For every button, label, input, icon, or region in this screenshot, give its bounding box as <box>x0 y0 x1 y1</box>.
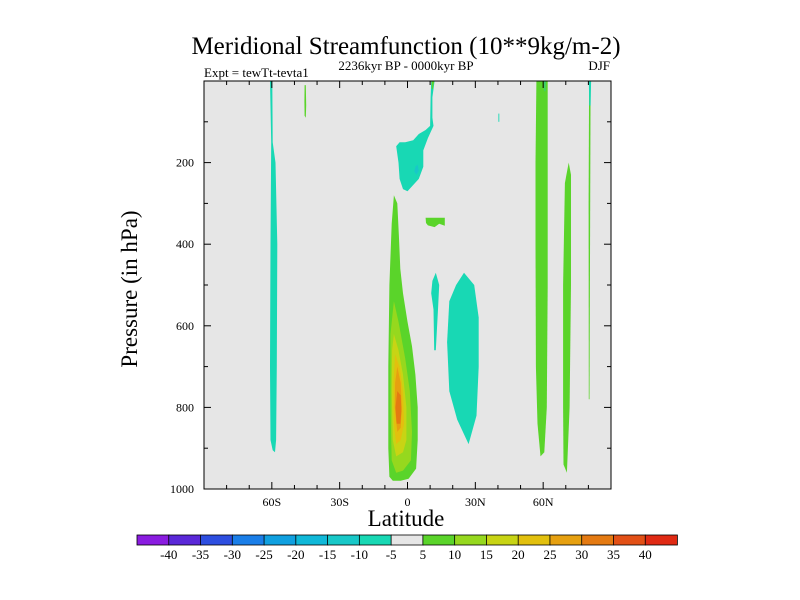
x-tick-label: 0 <box>405 495 411 509</box>
colorbar-swatch <box>454 534 488 546</box>
colorbar-swatch <box>581 534 615 546</box>
colorbar-swatch <box>422 534 456 546</box>
contour-green-sliver-45s <box>304 85 307 118</box>
colorbar-swatch <box>327 534 361 546</box>
colorbar-label: -5 <box>386 547 397 562</box>
colorbar-swatch <box>549 534 583 546</box>
colorbar-label: -15 <box>319 547 336 562</box>
colorbar-label: 25 <box>543 547 556 562</box>
colorbar-label: -10 <box>351 547 368 562</box>
colorbar-swatch <box>613 534 647 546</box>
contour-green-filament-80n <box>588 81 591 400</box>
colorbar-label: 10 <box>448 547 461 562</box>
x-tick-label: 60N <box>533 495 554 509</box>
colorbar-swatch <box>263 534 297 546</box>
colorbar-label: -30 <box>224 547 241 562</box>
contour-blue-upper-equator-spot <box>414 164 419 175</box>
colorbar-swatch <box>486 534 519 546</box>
colorbar-label: -25 <box>255 547 272 562</box>
contour-layer <box>270 81 592 481</box>
colorbar-label: 20 <box>512 547 525 562</box>
chart-subtitle: 2236kyr BP - 0000kyr BP <box>338 58 473 73</box>
colorbar-label: 30 <box>575 547 588 562</box>
colorbar: -40 -35 -30 -25 -20 -15 -10 -5 5 10 15 20 25 30 35 40 <box>136 534 678 562</box>
x-tick-label: 60S <box>262 495 281 509</box>
contour-cyan-column-60s <box>270 81 278 453</box>
contour-green-strip-upper-equator <box>431 81 435 90</box>
left-label: Expt = tewTt-tevta1 <box>204 65 309 80</box>
contour-green-column-60n <box>535 81 548 457</box>
y-axis-label: Pressure (in hPa) <box>117 210 142 367</box>
contour-cyan-filament-12n <box>431 272 440 351</box>
colorbar-swatch <box>517 534 551 546</box>
colorbar-label: -40 <box>160 547 177 562</box>
y-tick-label: 200 <box>176 156 194 170</box>
contour-green-column-72n <box>563 162 571 473</box>
contour-dark-orange-equatorial-core <box>395 391 402 424</box>
chart-title: Meridional Streamfunction (10**9kg/m-2) <box>191 33 620 60</box>
colorbar-swatch <box>136 534 170 546</box>
colorbar-swatch <box>295 534 329 546</box>
y-tick-label: 1000 <box>170 482 194 496</box>
x-tick-label: 30S <box>330 495 349 509</box>
colorbar-label: 5 <box>420 547 427 562</box>
contour-green-blob-10n <box>425 217 445 228</box>
contour-cyan-dot-40n <box>498 113 500 122</box>
colorbar-label: 40 <box>639 547 652 562</box>
colorbar-label: 15 <box>480 547 493 562</box>
contour-cyan-top-80n <box>588 81 592 106</box>
colorbar-swatch <box>358 534 392 546</box>
x-axis-label: Latitude <box>368 506 445 531</box>
colorbar-swatch <box>168 534 202 546</box>
right-label: DJF <box>588 58 610 73</box>
axis-ticks: 60S 30S 0 30N 60N 200 400 600 800 1000 <box>170 81 611 509</box>
colorbar-swatch <box>200 534 234 546</box>
colorbar-swatch <box>390 534 424 546</box>
colorbar-label: -20 <box>287 547 304 562</box>
contour-cyan-upper-equator <box>396 81 435 192</box>
colorbar-label: 35 <box>607 547 620 562</box>
plot-area: 60S 30S 0 30N 60N 200 400 600 800 1000 <box>170 80 612 509</box>
x-tick-label: 30N <box>465 495 486 509</box>
colorbar-swatch <box>644 534 678 546</box>
contour-cyan-tongue-25n <box>447 272 479 445</box>
colorbar-label: -35 <box>192 547 209 562</box>
y-tick-label: 400 <box>176 237 194 251</box>
colorbar-swatch <box>231 534 265 546</box>
y-tick-label: 800 <box>176 400 194 414</box>
y-tick-label: 600 <box>176 319 194 333</box>
contour-dark-line-61n <box>544 81 546 92</box>
